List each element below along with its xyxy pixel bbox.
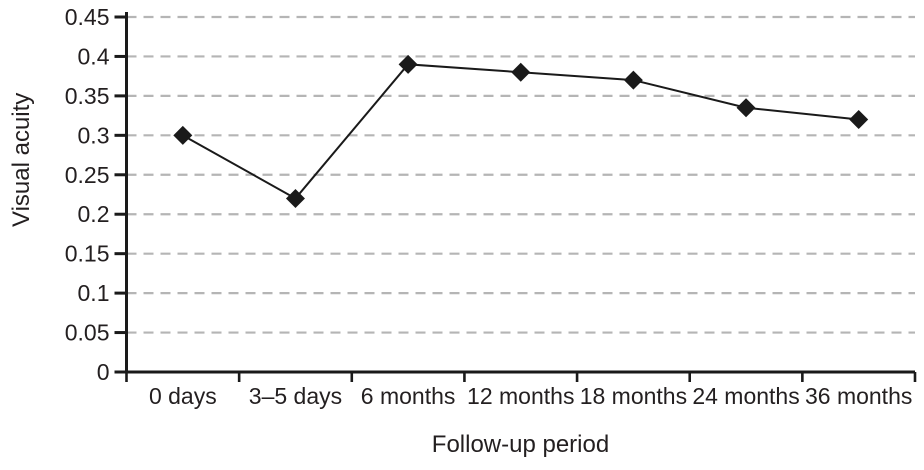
data-point-marker [511, 62, 531, 82]
x-tick-label: 18 months [580, 383, 687, 409]
y-tick-label: 0.15 [65, 241, 110, 267]
y-tick-label: 0.4 [78, 43, 110, 69]
data-point-marker [736, 98, 756, 118]
y-tick-label: 0.3 [78, 122, 110, 148]
y-axis-title: Visual acuity [8, 92, 35, 228]
data-point-marker [849, 110, 869, 130]
y-tick-label: 0.1 [78, 280, 110, 306]
x-tick-label: 0 days [149, 383, 217, 409]
data-point-marker [623, 70, 643, 90]
data-point-marker [285, 188, 305, 208]
x-tick-label: 3–5 days [249, 383, 342, 409]
y-tick-label: 0.35 [65, 83, 110, 109]
y-tick-label: 0.45 [65, 4, 110, 30]
data-point-marker [398, 54, 418, 74]
y-tick-label: 0.25 [65, 162, 110, 188]
y-tick-label: 0.05 [65, 320, 110, 346]
x-tick-label: 6 months [361, 383, 456, 409]
data-line [182, 63, 859, 200]
y-tick-label: 0 [97, 359, 110, 385]
x-tick-label: 12 months [467, 383, 574, 409]
x-tick-label: 36 months [805, 383, 912, 409]
x-tick-label: 24 months [692, 383, 799, 409]
data-point-marker [173, 125, 193, 145]
y-tick-label: 0.2 [78, 201, 110, 227]
x-axis-title: Follow-up period [431, 431, 610, 458]
